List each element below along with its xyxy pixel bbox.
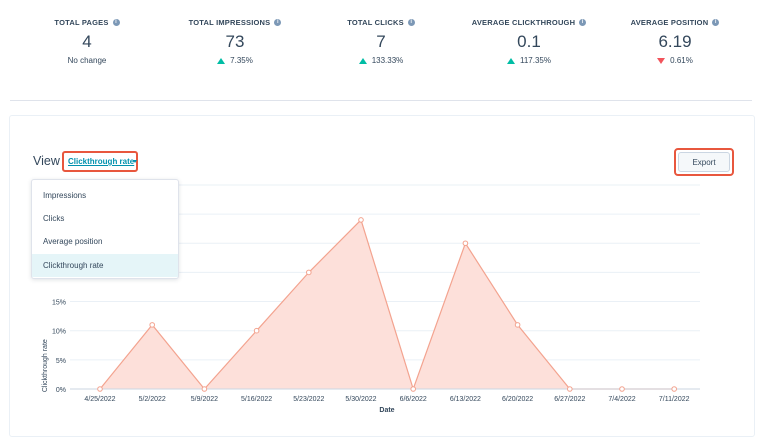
stat-value: 0.1 (517, 32, 541, 51)
y-tick-label: 5% (56, 358, 66, 365)
data-point[interactable] (97, 386, 103, 392)
stat-change: 117.35% (520, 56, 551, 65)
x-tick-label: 5/9/2022 (191, 396, 218, 403)
trend-up-icon (217, 57, 226, 64)
data-point[interactable] (358, 217, 364, 223)
data-point[interactable] (462, 240, 469, 247)
data-point[interactable] (253, 327, 260, 334)
y-axis-title: Clickthrough rate (42, 339, 49, 392)
stat-label: AVERAGE CLICKTHROUGH (471, 18, 576, 27)
stat-total-impressions: TOTAL IMPRESSIONS i 73 7.35% (160, 18, 310, 65)
info-icon[interactable]: i (112, 19, 120, 26)
dropdown-option-average-position[interactable]: Average position (43, 237, 103, 246)
dropdown-option-clickthrough-rate[interactable]: Clickthrough rate (32, 254, 178, 277)
stat-label: AVERAGE POSITION (630, 18, 709, 27)
x-tick-label: 4/25/2022 (84, 396, 115, 403)
trend-down-icon (657, 57, 666, 64)
data-point[interactable] (567, 386, 573, 392)
x-tick-label: 5/2/2022 (139, 396, 166, 403)
trend-up-icon (358, 57, 367, 64)
stat-average-position: AVERAGE POSITION i 6.19 0.61% (600, 18, 750, 65)
view-selected-value[interactable]: Clickthrough rate (68, 157, 135, 166)
divider (10, 100, 752, 101)
info-icon[interactable]: i (407, 19, 415, 26)
view-label: View (33, 154, 60, 168)
stat-change: 133.33% (371, 56, 404, 65)
dropdown-option-impressions[interactable]: Impressions (43, 191, 87, 200)
x-tick-label: 7/11/2022 (659, 396, 690, 403)
data-point[interactable] (306, 269, 312, 276)
stat-value: 6.19 (658, 32, 692, 51)
info-icon[interactable]: i (579, 19, 587, 26)
data-point[interactable] (619, 386, 625, 392)
stat-label: TOTAL IMPRESSIONS (188, 18, 271, 27)
data-point[interactable] (410, 386, 417, 392)
metric-dropdown-menu: Impressions Clicks Average position Clic… (31, 179, 179, 279)
x-axis-title: Date (379, 407, 394, 414)
export-button[interactable]: Export (678, 152, 730, 172)
y-tick-label: 0% (56, 387, 66, 394)
data-point[interactable] (149, 322, 155, 328)
caret-down-icon (133, 160, 137, 163)
stat-value: 73 (225, 32, 245, 51)
stat-change: 7.35% (230, 56, 253, 65)
x-tick-label: 5/23/2022 (293, 396, 324, 403)
data-point[interactable] (514, 322, 521, 328)
y-tick-label: 15% (52, 300, 66, 307)
x-tick-label: 6/13/2022 (450, 396, 481, 403)
dropdown-option-clicks[interactable]: Clicks (43, 214, 65, 223)
stat-total-pages: TOTAL PAGES i 4 No change (12, 18, 162, 65)
data-point[interactable] (201, 386, 208, 392)
view-metric-select[interactable]: Clickthrough rate (62, 151, 138, 172)
info-icon[interactable]: i (274, 19, 282, 26)
x-tick-label: 6/27/2022 (554, 396, 585, 403)
x-tick-label: 5/30/2022 (345, 396, 376, 403)
stat-label: TOTAL PAGES (54, 18, 109, 27)
stat-change: 0.61% (670, 56, 693, 65)
stat-label: TOTAL CLICKS (347, 18, 404, 27)
stat-value: 7 (376, 32, 386, 51)
stat-total-clicks: TOTAL CLICKS i 7 133.33% (306, 18, 456, 65)
x-tick-label: 6/6/2022 (400, 396, 427, 403)
data-point[interactable] (671, 386, 678, 392)
y-tick-label: 10% (52, 329, 66, 336)
stat-average-clickthrough: AVERAGE CLICKTHROUGH i 0.1 117.35% (454, 18, 604, 65)
info-icon[interactable]: i (712, 19, 720, 26)
x-tick-label: 5/16/2022 (241, 396, 272, 403)
trend-up-icon (507, 57, 515, 64)
stat-change: No change (67, 56, 107, 65)
stat-value: 4 (82, 32, 92, 51)
x-tick-label: 7/4/2022 (608, 396, 635, 403)
stats-bar: TOTAL PAGES i 4 No change TOTAL IMPRESSIO… (0, 0, 762, 100)
export-button-highlight[interactable]: Export (674, 148, 734, 176)
x-tick-label: 6/20/2022 (502, 396, 533, 403)
